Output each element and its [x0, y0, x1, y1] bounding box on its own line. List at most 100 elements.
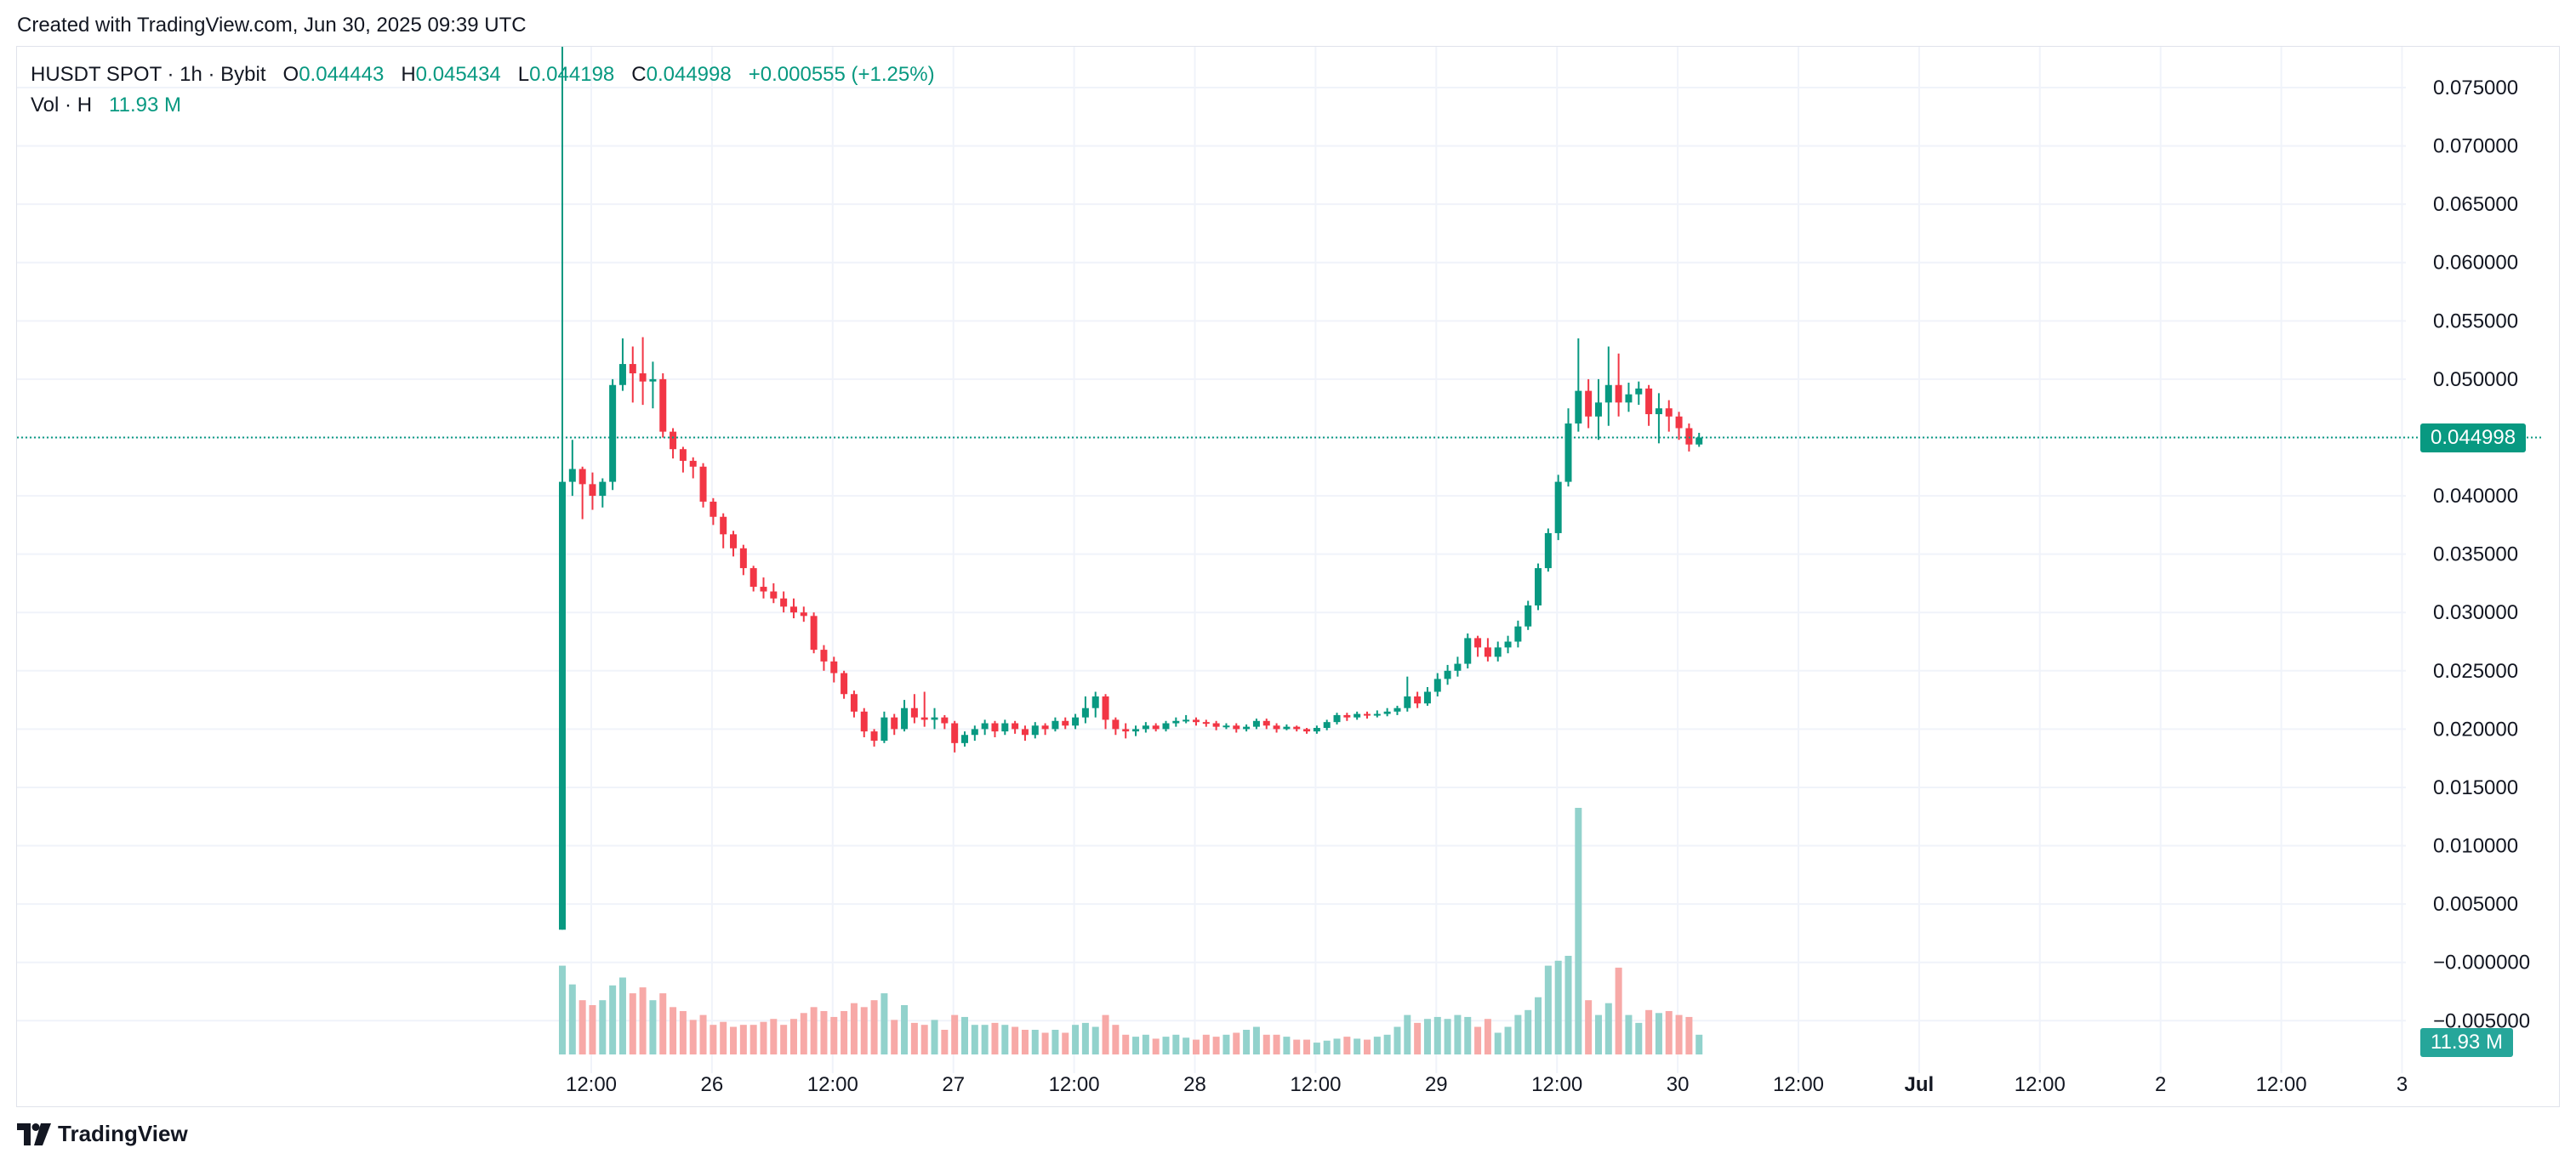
candle-body: [1142, 725, 1149, 730]
candle-body: [1112, 719, 1120, 730]
volume-bar: [710, 1025, 717, 1054]
volume-bar: [699, 1014, 707, 1054]
candle-body: [1554, 481, 1562, 533]
change-value: +0.000555 (+1.25%): [748, 63, 935, 86]
candle-body: [780, 598, 788, 607]
volume-bar: [1484, 1019, 1491, 1054]
grid-lines: [17, 47, 2406, 1073]
price-tick-label: −0.000000: [2433, 952, 2530, 975]
time-tick-label: 12:00: [807, 1073, 858, 1096]
volume-bar: [1525, 1009, 1532, 1054]
volume-bar: [1303, 1039, 1311, 1054]
volume-bar: [1474, 1026, 1482, 1054]
price-tick-label: 0.065000: [2433, 193, 2518, 216]
volume-bar: [870, 1000, 878, 1054]
candle-body: [568, 469, 576, 482]
volume-bar: [820, 1010, 828, 1054]
price-tick-label: 0.060000: [2433, 252, 2518, 275]
volume-bar: [1464, 1016, 1472, 1054]
volume-bar: [1323, 1040, 1331, 1054]
candle-body: [1604, 384, 1612, 403]
volume-bar: [568, 984, 576, 1054]
volume-bar: [1383, 1034, 1391, 1054]
volume-bar: [1212, 1037, 1220, 1054]
high-label: H: [401, 63, 416, 86]
price-tick-label: 0.030000: [2433, 601, 2518, 624]
volume-bar: [780, 1025, 788, 1054]
volume-bar: [1142, 1034, 1149, 1054]
candle-body: [749, 568, 757, 588]
volume-bar: [881, 993, 888, 1054]
tradingview-logo[interactable]: TradingView: [17, 1121, 188, 1147]
volume-bar: [1494, 1032, 1502, 1054]
time-tick-label: 12:00: [566, 1073, 617, 1096]
volume-bar: [910, 1022, 918, 1054]
volume-bar: [659, 993, 667, 1054]
volume-bar: [1364, 1039, 1371, 1054]
candle-body: [891, 717, 898, 730]
candle-body: [881, 717, 888, 742]
candle-body: [901, 708, 909, 730]
candle-body: [710, 501, 717, 517]
candle-body: [1293, 726, 1301, 730]
volume-bar: [1313, 1043, 1320, 1054]
open-label: O: [282, 63, 299, 86]
volume-bar: [1373, 1037, 1381, 1054]
volume-bar: [1122, 1034, 1130, 1054]
candle-body: [720, 516, 727, 535]
candle-body: [1062, 720, 1069, 726]
volume-bar: [841, 1010, 848, 1054]
volume-bar: [1514, 1014, 1522, 1054]
ohlc-row: HUSDT SPOT · 1h · Bybit O0.044443 H0.045…: [31, 60, 935, 90]
volume-bar: [1202, 1034, 1210, 1054]
close-label: C: [631, 63, 647, 86]
candle-body: [910, 708, 918, 718]
candle-body: [1585, 390, 1593, 417]
volume-bar: [1343, 1037, 1351, 1054]
volume-bar: [1252, 1026, 1260, 1054]
volume-bar: [639, 987, 647, 1054]
candle-body: [699, 466, 707, 502]
candle-body: [1152, 725, 1160, 730]
volume-bar: [1685, 1016, 1693, 1054]
candle-body: [1645, 388, 1653, 415]
candle-body: [1444, 670, 1451, 679]
candle-body: [739, 548, 747, 569]
volume-bar: [1635, 1022, 1643, 1054]
time-tick-label: 28: [1183, 1073, 1206, 1096]
volume-bar: [1393, 1026, 1401, 1054]
candle-body: [689, 460, 697, 467]
candle-body: [1122, 729, 1130, 732]
candle-body: [1183, 719, 1190, 722]
volume-bar: [1172, 1034, 1180, 1054]
candle-body: [1454, 663, 1462, 671]
volume-label[interactable]: Vol · H: [31, 94, 93, 116]
candle-body: [1474, 638, 1482, 648]
volume-bar: [730, 1026, 738, 1054]
candle-body: [559, 481, 566, 930]
candle-body: [679, 449, 687, 461]
candle-body: [1625, 394, 1633, 403]
candle-body: [1685, 428, 1693, 445]
chart-legend: HUSDT SPOT · 1h · Bybit O0.044443 H0.045…: [31, 60, 935, 121]
volume-value: 11.93 M: [109, 94, 181, 116]
symbol-label[interactable]: HUSDT SPOT · 1h · Bybit: [31, 63, 266, 86]
time-tick-label: 30: [1667, 1073, 1690, 1096]
candle-body: [760, 587, 767, 592]
candle-body: [1273, 725, 1280, 730]
candle-body: [810, 616, 818, 651]
volume-bar: [1585, 1000, 1593, 1054]
candle-body: [841, 673, 848, 695]
volume-row: Vol · H 11.93 M: [31, 90, 935, 121]
volume-bar: [1072, 1025, 1080, 1054]
candle-body: [1423, 691, 1431, 704]
candle-body: [1333, 714, 1341, 723]
volume-bar: [1454, 1014, 1462, 1054]
volume-bar: [1695, 1034, 1703, 1054]
candle-body: [830, 661, 838, 673]
candle-body: [1675, 416, 1683, 429]
volume-bar: [609, 985, 617, 1054]
candle-body: [1464, 638, 1472, 664]
time-tick-label: 27: [942, 1073, 965, 1096]
